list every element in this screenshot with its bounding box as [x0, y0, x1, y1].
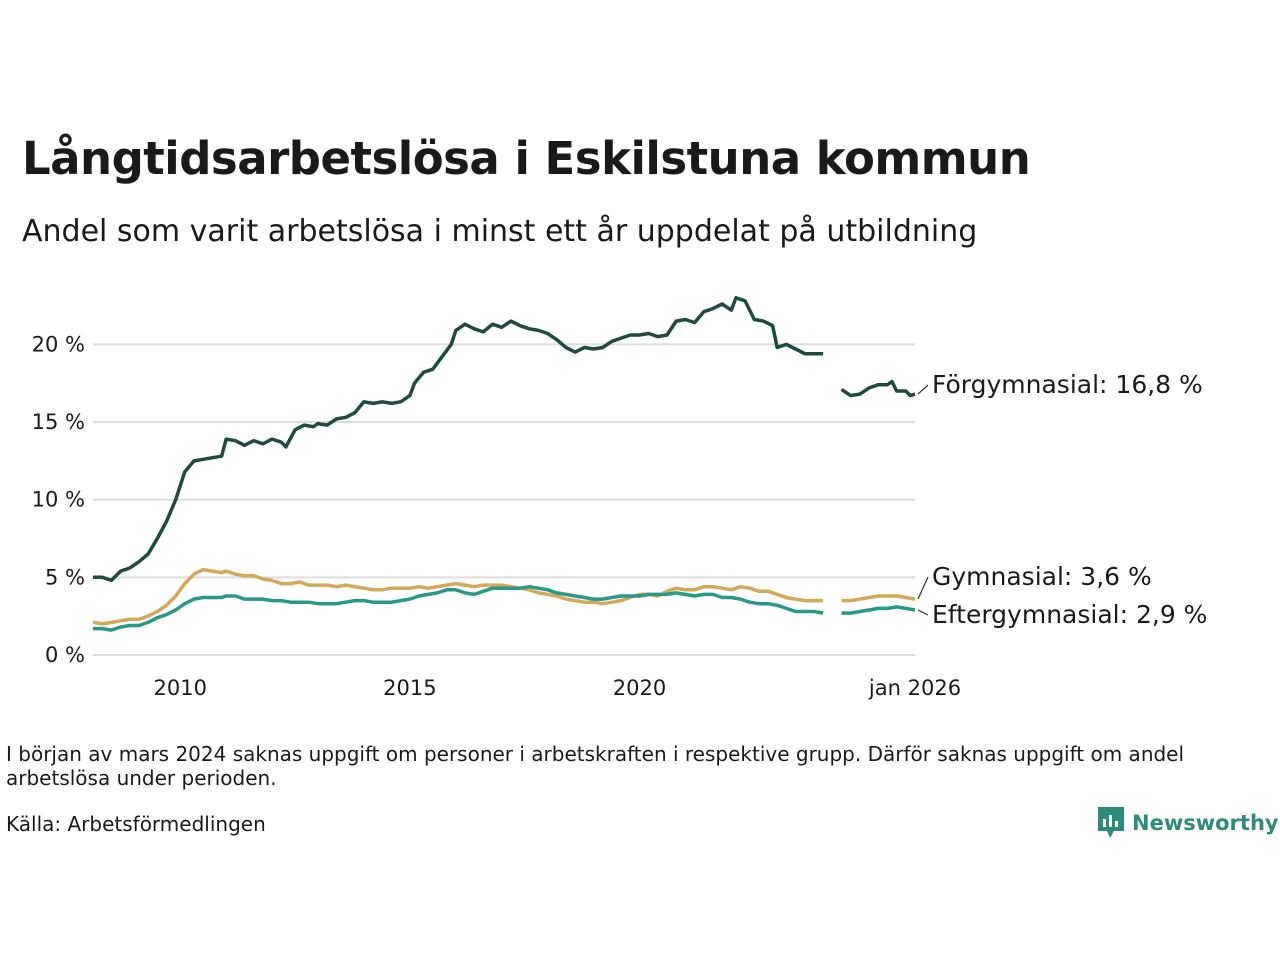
gymnasial-label: Gymnasial: 3,6 % [932, 562, 1152, 591]
chart-subtitle: Andel som varit arbetslösa i minst ett å… [22, 214, 978, 249]
eftergymnasial-label: Eftergymnasial: 2,9 % [932, 600, 1207, 629]
gymnasial-label-leader [917, 576, 929, 600]
förgymnasial-line-1 [840, 379, 916, 398]
y-tick-label-4: 20 % [32, 332, 85, 356]
y-tick-label-1: 5 % [45, 565, 85, 589]
x-tick-label-3: jan 2026 [868, 676, 961, 700]
förgymnasial-label: Förgymnasial: 16,8 % [932, 370, 1203, 399]
y-axis-ticks: 0 % 5 % 10 % 15 % 20 % [32, 332, 85, 667]
y-tick-label-3: 15 % [32, 410, 85, 434]
chart-title: Långtidsarbetslösa i Eskilstuna kommun [22, 132, 1031, 185]
newsworthy-icon [1098, 807, 1124, 838]
eftergymnasial-label-leader [917, 609, 929, 616]
x-axis-ticks: 2010 2015 2020 jan 2026 [154, 676, 962, 700]
gymnasial-line-1 [841, 594, 916, 603]
y-tick-label-2: 10 % [32, 488, 85, 512]
x-tick-label-2: 2020 [613, 676, 666, 700]
brand-name: Newsworthy [1132, 811, 1279, 835]
x-tick-label-0: 2010 [154, 676, 207, 700]
eftergymnasial-line-1 [841, 605, 916, 615]
footnote: I början av mars 2024 saknas uppgift om … [6, 742, 1185, 790]
eftergymnasial-line-0 [93, 584, 824, 632]
förgymnasial-line-0 [93, 296, 824, 583]
x-tick-label-1: 2015 [383, 676, 436, 700]
series-labels: Förgymnasial: 16,8 % Gymnasial: 3,6 % Efte… [917, 370, 1207, 629]
y-tick-label-0: 0 % [45, 643, 85, 667]
förgymnasial-label-leader [917, 384, 929, 395]
source-text: Källa: Arbetsförmedlingen [6, 812, 266, 836]
grid-lines [93, 343, 915, 656]
line-chart: 0 %5 %10 %15 %20 % 2010 2015 2020 jan 2026 … [32, 296, 1207, 700]
newsworthy-logo: Newsworthy [1098, 807, 1279, 839]
series-lines [92, 296, 916, 632]
gymnasial-line-0 [92, 567, 824, 626]
